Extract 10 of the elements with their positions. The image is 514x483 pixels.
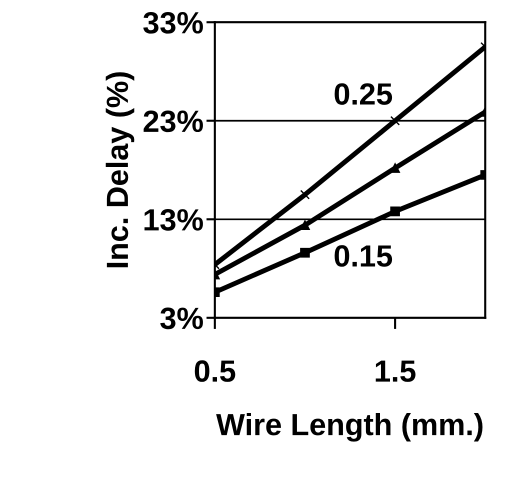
y-tick-label: 33% bbox=[143, 12, 203, 34]
y-axis-title: Inc. Delay (%) bbox=[106, 72, 134, 268]
y-tick-label: 13% bbox=[144, 209, 203, 231]
x-tick-label: 1.5 bbox=[376, 360, 416, 382]
series-label: 0.15 bbox=[334, 245, 392, 267]
series-label: 0.25 bbox=[334, 83, 392, 105]
y-tick-label: 3% bbox=[160, 308, 203, 330]
x-axis-title: Wire Length (mm.) bbox=[216, 412, 482, 442]
x-tick-label: 0.5 bbox=[194, 360, 236, 382]
y-tick-label: 23% bbox=[144, 110, 203, 132]
